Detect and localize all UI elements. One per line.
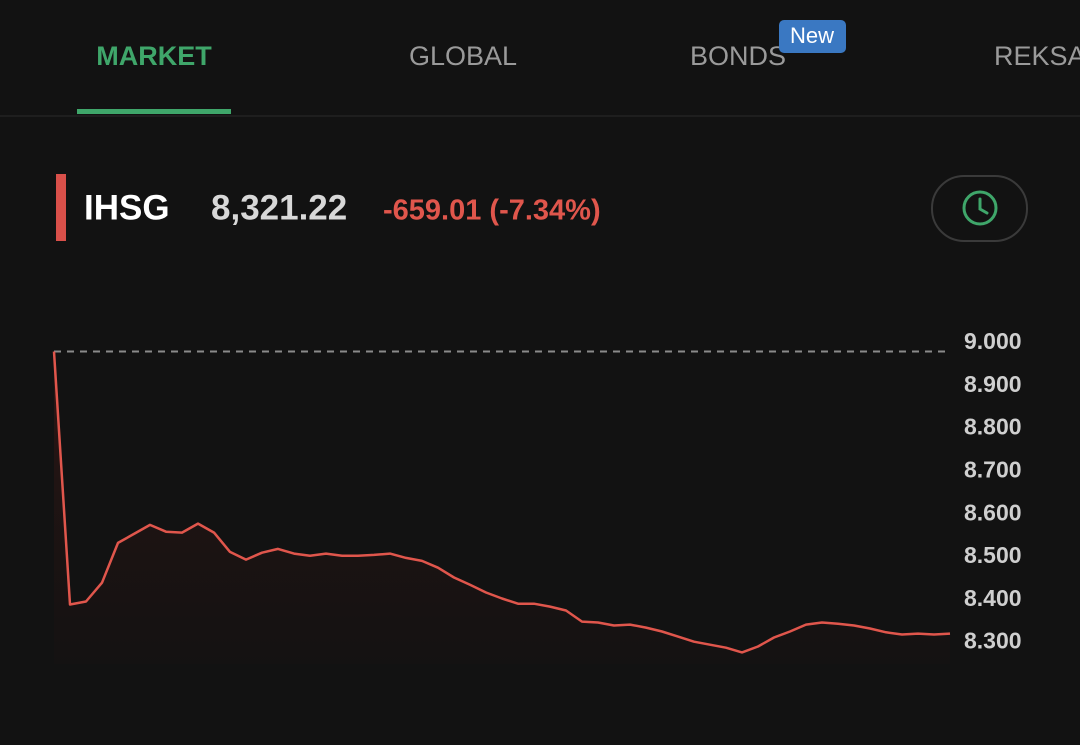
tab[interactable]: REKSA	[994, 41, 1080, 71]
y-tick-label: 8.300	[964, 628, 1022, 654]
index-name: IHSG	[84, 188, 170, 227]
clock-icon	[962, 190, 998, 226]
index-header: IHSG 8,321.22 -659.01 (-7.34%)	[56, 174, 1028, 242]
tab[interactable]: GLOBAL	[409, 41, 517, 71]
history-button[interactable]	[931, 175, 1028, 242]
index-change: -659.01 (-7.34%)	[383, 195, 601, 227]
index-marker	[56, 174, 66, 241]
tab[interactable]: BONDS	[690, 41, 786, 71]
chart: 9.000 8.900 8.800 8.700 8.600 8.500 8.400 8.300	[52, 328, 1022, 664]
price-line	[52, 351, 951, 654]
tab[interactable]: MARKET	[96, 41, 212, 71]
badge-text: New	[790, 23, 834, 48]
button-outline	[931, 175, 1028, 242]
y-tick-label: 8.800	[964, 414, 1022, 440]
y-tick-label: 8.900	[964, 371, 1022, 397]
divider	[0, 115, 1080, 117]
tab-indicator	[77, 109, 231, 114]
clock-hands	[978, 197, 989, 215]
index-price: 8,321.22	[211, 188, 347, 227]
area	[54, 351, 950, 664]
badge	[779, 20, 846, 53]
y-tick-label: 8.700	[964, 456, 1022, 482]
y-tick-label: 8.500	[964, 542, 1022, 568]
y-tick-label: 9.000	[964, 328, 1022, 354]
y-tick-label: 8.600	[964, 499, 1022, 525]
tab-bar: MARKET GLOBAL BONDS New REKSA	[0, 20, 1080, 117]
y-tick-label: 8.400	[964, 585, 1022, 611]
